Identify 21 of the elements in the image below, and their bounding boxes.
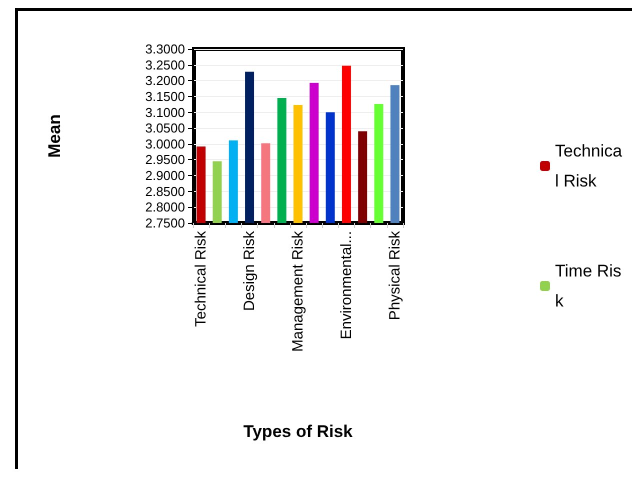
x-tick-label: Environmental... (338, 231, 355, 340)
y-tick-label: 3.2500 (145, 57, 185, 72)
y-tick-label: 2.8000 (145, 200, 185, 215)
y-tick-label: 2.7500 (145, 216, 185, 230)
y-tick-label: 3.3000 (145, 42, 185, 56)
y-axis-title: Mean (45, 114, 64, 158)
y-tick-label: 2.9500 (145, 152, 185, 168)
legend-label: Technical Risk (555, 142, 623, 190)
y-tick-label: 3.1500 (145, 88, 185, 104)
legend-label: Time Risk (555, 262, 622, 310)
x-tick-label: Design Risk (241, 230, 258, 312)
x-tick-label: Management Risk (290, 230, 306, 352)
y-tick-label: 3.0500 (145, 120, 185, 136)
y-tick-label: 3.1000 (145, 104, 185, 120)
y-tick-label: 2.8500 (145, 184, 185, 199)
x-axis-title: Types of Risk (243, 422, 354, 441)
x-tick-label: Technical Risk (192, 230, 210, 327)
y-tick-label: 2.9000 (145, 168, 185, 184)
y-tick-label: 3.0000 (145, 136, 185, 152)
x-tick-label: Physical Risk (386, 230, 404, 320)
y-tick-label: 3.2000 (145, 73, 185, 88)
